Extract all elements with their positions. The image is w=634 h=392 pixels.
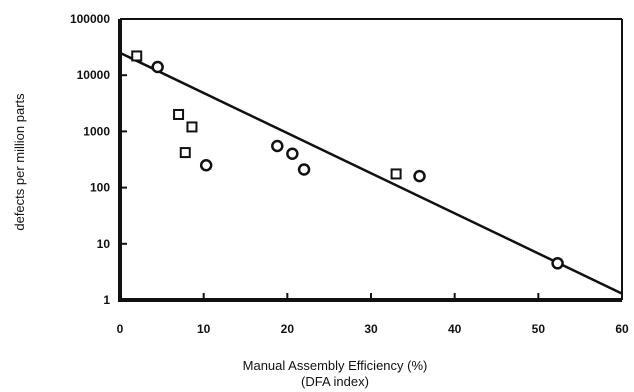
square-data-point <box>179 147 191 159</box>
x-tick-label: 30 <box>364 322 378 336</box>
circle-data-point <box>551 257 564 270</box>
x-tick-label: 10 <box>197 322 211 336</box>
square-data-point <box>173 108 185 120</box>
circle-data-point <box>271 139 284 153</box>
circle-data-point <box>297 163 311 176</box>
y-tick-label: 100000 <box>70 12 110 26</box>
circle-data-point <box>286 147 299 161</box>
y-axis-label: defects per million parts <box>12 93 27 231</box>
x-tick-label: 0 <box>117 322 124 336</box>
circle-data-point <box>151 60 164 74</box>
square-data-point <box>390 168 402 180</box>
x-tick-label: 60 <box>615 322 629 336</box>
y-tick-label: 1000 <box>83 124 110 138</box>
y-tick-label: 100 <box>90 181 110 195</box>
x-axis-label: Manual Assembly Efficiency (%) <box>243 358 428 373</box>
x-tick-label: 20 <box>281 322 295 336</box>
x-axis-ticks: 0 10 20 30 40 50 60 <box>117 293 629 336</box>
x-tick-label: 50 <box>532 322 546 336</box>
square-data-point <box>186 121 198 133</box>
x-axis-sublabel: (DFA index) <box>301 374 369 389</box>
circle-data-point <box>199 158 213 172</box>
y-axis-ticks: 1 10 100 1000 10000 100000 <box>70 12 127 307</box>
y-tick-label: 10000 <box>77 68 111 82</box>
square-data-point <box>131 50 143 62</box>
x-tick-label: 40 <box>448 322 462 336</box>
trend-line <box>119 51 623 295</box>
circle-data-point <box>413 169 426 183</box>
trend-line-layer <box>119 51 623 295</box>
data-points-layer <box>131 50 564 270</box>
y-tick-label: 10 <box>97 237 111 251</box>
y-tick-label: 1 <box>103 293 110 307</box>
